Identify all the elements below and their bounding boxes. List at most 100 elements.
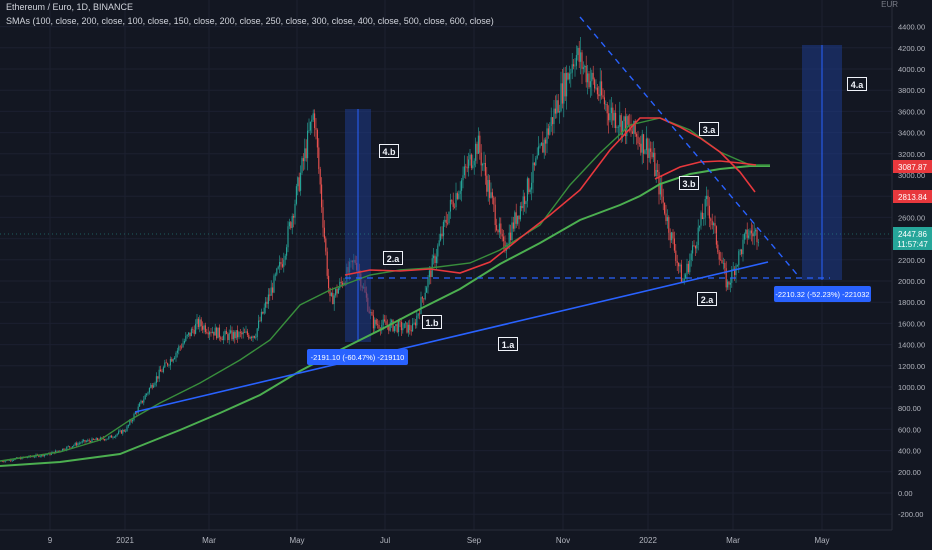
wave-label-3a[interactable]: 3.a bbox=[699, 122, 719, 136]
wave-label-2a-left[interactable]: 2.a bbox=[383, 251, 403, 265]
candle bbox=[454, 203, 456, 209]
candle bbox=[321, 177, 323, 213]
candle bbox=[557, 93, 559, 113]
candle bbox=[631, 126, 633, 134]
candle bbox=[221, 336, 223, 341]
candle bbox=[452, 192, 454, 210]
measure-label-right[interactable] bbox=[774, 286, 871, 302]
candle bbox=[314, 109, 316, 137]
candle bbox=[242, 327, 244, 339]
time-axis[interactable] bbox=[0, 530, 932, 550]
candle bbox=[512, 216, 514, 232]
candle bbox=[232, 330, 234, 342]
currency-label: EUR bbox=[881, 0, 898, 9]
candle bbox=[720, 251, 722, 261]
candle bbox=[671, 231, 673, 243]
sma-green-thick bbox=[0, 165, 770, 467]
price-axis-label: 2200.00 bbox=[898, 256, 925, 265]
candle bbox=[199, 315, 201, 333]
price-axis-label: 600.00 bbox=[898, 425, 921, 434]
svg-text:2.a: 2.a bbox=[387, 254, 401, 264]
candle bbox=[526, 176, 528, 208]
wave-label-1b[interactable]: 1.b bbox=[422, 315, 442, 329]
candle bbox=[714, 215, 716, 234]
candle bbox=[640, 135, 642, 156]
trendline-support[interactable] bbox=[134, 261, 769, 413]
candle bbox=[291, 213, 293, 234]
candle bbox=[522, 189, 524, 216]
candle bbox=[273, 273, 275, 294]
wave-label-3b[interactable]: 3.b bbox=[679, 176, 699, 190]
candle bbox=[230, 325, 232, 335]
measure-label-left[interactable] bbox=[307, 349, 408, 365]
price-axis-label: 1600.00 bbox=[898, 319, 925, 328]
price-axis-label: 3400.00 bbox=[898, 129, 925, 138]
chart-title[interactable]: Ethereum / Euro, 1D, BINANCE bbox=[6, 2, 134, 12]
countdown-text: 11:57:47 bbox=[897, 240, 928, 249]
candle bbox=[566, 65, 568, 110]
candle bbox=[563, 67, 565, 118]
candle bbox=[603, 90, 605, 110]
candle bbox=[715, 225, 717, 249]
price-axis-label: 2000.00 bbox=[898, 277, 925, 286]
candle bbox=[279, 255, 281, 274]
candle bbox=[704, 195, 706, 226]
candle bbox=[532, 153, 534, 194]
candle bbox=[434, 253, 436, 268]
candle bbox=[517, 215, 519, 226]
candle bbox=[752, 224, 754, 245]
candle bbox=[227, 332, 229, 343]
candle bbox=[554, 95, 556, 119]
candle bbox=[141, 400, 143, 404]
candle bbox=[371, 309, 373, 316]
candle bbox=[535, 155, 537, 167]
candle bbox=[284, 253, 286, 266]
wave-label-1a[interactable]: 1.a bbox=[498, 337, 518, 351]
price-axis-label: 2600.00 bbox=[898, 213, 925, 222]
candle bbox=[655, 163, 657, 183]
wave-label-4b[interactable]: 4.b bbox=[379, 144, 399, 158]
candle bbox=[613, 110, 615, 128]
indicator-legend[interactable]: SMAs (100, close, 200, close, 100, close… bbox=[6, 16, 494, 26]
candle bbox=[745, 229, 747, 240]
candle bbox=[39, 455, 41, 458]
candle bbox=[167, 362, 169, 367]
wave-label-4a[interactable]: 4.a bbox=[847, 77, 867, 91]
candle bbox=[190, 327, 192, 337]
candle bbox=[217, 327, 219, 339]
candle bbox=[711, 213, 713, 230]
candle bbox=[494, 196, 496, 233]
candle bbox=[151, 382, 153, 390]
candle bbox=[650, 141, 652, 164]
candle bbox=[87, 438, 89, 443]
candle bbox=[417, 313, 419, 319]
candle bbox=[118, 429, 120, 435]
candle bbox=[690, 250, 692, 267]
svg-text:4.a: 4.a bbox=[851, 80, 865, 90]
candle bbox=[223, 331, 225, 344]
candle bbox=[438, 233, 440, 247]
candle bbox=[608, 105, 610, 134]
wave-label-2a-right[interactable]: 2.a bbox=[697, 292, 717, 306]
price-axis[interactable] bbox=[892, 0, 932, 550]
candle bbox=[616, 125, 618, 133]
candle bbox=[218, 324, 220, 341]
candle bbox=[283, 252, 285, 273]
candle bbox=[120, 429, 122, 434]
candle bbox=[536, 147, 538, 160]
candle bbox=[70, 446, 72, 448]
trendline-resistance[interactable] bbox=[579, 16, 801, 279]
candle bbox=[462, 166, 464, 189]
candle bbox=[416, 310, 418, 329]
candle bbox=[319, 166, 321, 194]
candle bbox=[647, 137, 649, 170]
candle bbox=[56, 450, 58, 452]
candle bbox=[398, 318, 400, 337]
candle bbox=[596, 83, 598, 100]
candle bbox=[316, 128, 318, 158]
candle bbox=[260, 308, 262, 323]
candle bbox=[599, 67, 601, 104]
candle bbox=[687, 261, 689, 274]
